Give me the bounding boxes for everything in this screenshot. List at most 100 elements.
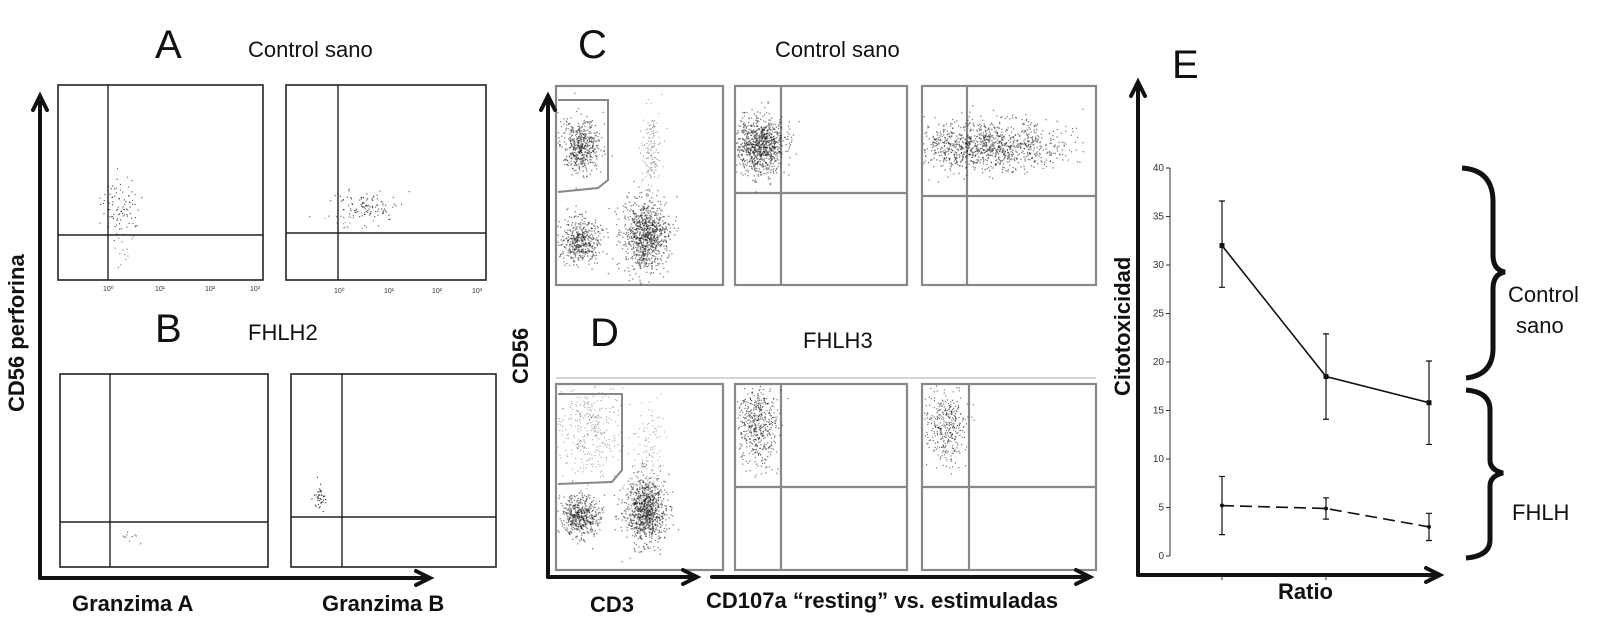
event-dot	[763, 137, 766, 139]
event-dot	[606, 419, 608, 421]
event-dot	[320, 498, 322, 500]
event-dot	[569, 531, 571, 533]
event-dot	[651, 207, 653, 210]
event-dot	[778, 132, 781, 134]
event-dot	[1045, 143, 1047, 146]
event-dot	[974, 144, 976, 146]
event-dot	[576, 163, 578, 166]
event-dot	[124, 254, 126, 256]
event-dot	[643, 208, 645, 211]
event-dot	[650, 128, 652, 130]
event-dot	[124, 203, 126, 205]
event-dot	[574, 144, 576, 146]
event-dot	[634, 232, 636, 235]
event-dot	[131, 180, 133, 182]
event-dot	[651, 257, 653, 259]
event-dot	[740, 154, 742, 156]
event-dot	[116, 218, 118, 220]
event-dot	[645, 233, 648, 235]
event-dot	[1082, 151, 1084, 153]
event-dot	[586, 145, 588, 147]
event-dot	[650, 211, 652, 213]
event-dot	[658, 152, 660, 154]
event-dot	[596, 423, 598, 425]
event-dot	[758, 142, 760, 144]
event-dot	[571, 126, 573, 129]
event-dot	[1071, 128, 1074, 130]
event-dot	[631, 265, 633, 267]
event-dot	[789, 128, 791, 130]
event-dot	[967, 123, 969, 125]
event-dot	[565, 244, 567, 246]
event-dot	[641, 208, 643, 210]
event-dot	[569, 532, 571, 534]
event-dot	[1023, 165, 1025, 168]
event-dot	[583, 155, 585, 158]
event-dot	[761, 143, 763, 145]
event-dot	[581, 233, 583, 236]
event-dot	[569, 407, 571, 409]
event-dot	[657, 264, 659, 266]
event-dot	[1004, 156, 1006, 159]
event-dot	[361, 228, 363, 230]
event-dot	[584, 141, 586, 143]
event-dot	[583, 244, 585, 246]
event-dot	[652, 201, 654, 203]
event-dot	[636, 236, 639, 239]
event-dot	[968, 136, 970, 138]
event-dot	[601, 470, 603, 472]
event-dot	[108, 226, 110, 228]
event-dot	[605, 459, 607, 461]
event-dot	[346, 225, 348, 227]
event-dot	[566, 262, 568, 265]
event-dot	[633, 196, 636, 198]
event-dot	[754, 146, 756, 149]
event-dot	[570, 164, 572, 166]
event-dot	[577, 502, 580, 504]
event-dot	[566, 237, 568, 240]
event-dot	[589, 161, 591, 163]
event-dot	[563, 441, 565, 443]
event-dot	[591, 415, 593, 417]
event-dot	[636, 225, 638, 227]
event-dot	[583, 226, 585, 228]
event-dot	[654, 125, 656, 127]
event-dot	[648, 99, 650, 101]
event-dot	[652, 132, 654, 134]
event-dot	[956, 157, 958, 159]
event-dot	[602, 442, 604, 444]
event-dot	[642, 160, 644, 162]
event-dot	[593, 148, 595, 150]
event-dot	[612, 440, 614, 442]
event-dot	[585, 510, 588, 512]
event-dot	[584, 427, 586, 429]
event-dot	[567, 240, 569, 242]
event-dot	[591, 528, 593, 531]
event-dot	[982, 135, 984, 137]
event-dot	[1027, 141, 1029, 143]
event-dot	[752, 140, 755, 142]
event-dot	[565, 247, 567, 249]
event-dot	[567, 434, 569, 436]
event-dot	[946, 139, 948, 141]
event-dot	[589, 521, 591, 523]
event-dot	[566, 159, 568, 162]
event-dot	[944, 152, 946, 154]
event-dot	[755, 150, 757, 152]
event-dot	[992, 147, 994, 150]
event-dot	[590, 463, 592, 465]
event-dot	[1011, 114, 1014, 117]
event-dot	[568, 162, 570, 164]
event-dot	[588, 403, 590, 405]
event-dot	[759, 151, 762, 153]
event-dot	[971, 160, 974, 163]
event-dot	[584, 253, 587, 255]
event-dot	[374, 216, 376, 218]
event-dot	[354, 209, 356, 211]
event-dot	[741, 155, 743, 157]
event-dot	[599, 244, 602, 246]
event-dot	[762, 142, 764, 145]
event-dot	[598, 148, 600, 150]
event-dot	[568, 518, 570, 520]
event-dot	[970, 159, 972, 162]
